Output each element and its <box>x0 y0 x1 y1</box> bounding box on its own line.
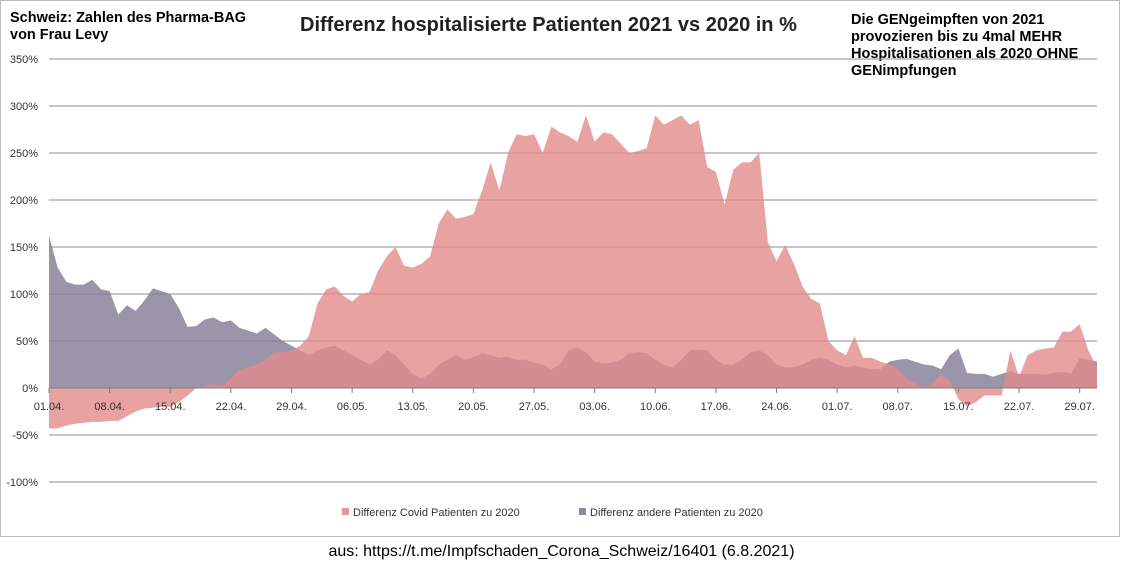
x-tick-label: 29.04. <box>276 401 307 413</box>
legend-label-1: Differenz Covid Patienten zu 2020 <box>353 507 520 519</box>
y-tick-label: 200% <box>10 195 38 207</box>
x-tick-label: 15.04. <box>155 401 186 413</box>
y-tick-label: -100% <box>6 477 38 489</box>
x-tick-label: 06.05. <box>337 401 368 413</box>
x-tick-label: 24.06. <box>761 401 792 413</box>
y-tick-label: 50% <box>16 336 38 348</box>
series-area-1 <box>49 115 1097 429</box>
x-tick-label: 08.07. <box>882 401 913 413</box>
x-tick-label: 10.06. <box>640 401 671 413</box>
legend-swatch-0 <box>579 508 586 515</box>
y-tick-label: 250% <box>10 148 38 160</box>
y-tick-label: 150% <box>10 242 38 254</box>
legend-label-0: Differenz andere Patienten zu 2020 <box>590 507 763 519</box>
x-tick-label: 01.04. <box>34 401 65 413</box>
x-tick-label: 22.07. <box>1004 401 1035 413</box>
chart: 350% 300% 250% 200% 150% 100% 50% 0% -50% -100% 0… <box>6 54 1097 519</box>
y-axis-ticks: 350% 300% 250% 200% 150% 100% 50% 0% -50% -100% <box>6 54 38 489</box>
source-caption: aus: https://t.me/Impfschaden_Corona_Sch… <box>328 543 795 560</box>
y-tick-label: 0% <box>22 383 38 395</box>
x-tick-label: 15.07. <box>943 401 974 413</box>
plot-areas <box>49 115 1097 429</box>
x-axis-ticks: 01.04. 08.04. 15.04. 22.04. 29.04. 06.05. 13.0… <box>34 387 1097 413</box>
annotation-left: Schweiz: Zahlen des Pharma-BAG von Frau … <box>10 10 247 43</box>
x-tick-label: 17.06. <box>701 401 732 413</box>
chart-title: Differenz hospitalisierte Patienten 2021… <box>300 14 797 36</box>
x-tick-label: 27.05. <box>519 401 550 413</box>
legend-swatch-1 <box>342 508 349 515</box>
x-tick-label: 22.04. <box>216 401 247 413</box>
x-tick-label: 13.05. <box>397 401 428 413</box>
legend: Differenz Covid Patienten zu 2020 Differe… <box>342 507 763 519</box>
x-tick-label: 08.04. <box>94 401 125 413</box>
annotation-right: Die GENgeimpften von 2021 provozieren bi… <box>851 12 1079 79</box>
y-tick-label: 300% <box>10 101 38 113</box>
x-tick-label: 03.06. <box>579 401 610 413</box>
x-tick-label: 01.07. <box>822 401 853 413</box>
x-tick-label: 20.05. <box>458 401 489 413</box>
y-tick-label: 100% <box>10 289 38 301</box>
y-tick-label: 350% <box>10 54 38 66</box>
y-tick-label: -50% <box>12 430 38 442</box>
x-tick-label: 29.07. <box>1064 401 1095 413</box>
